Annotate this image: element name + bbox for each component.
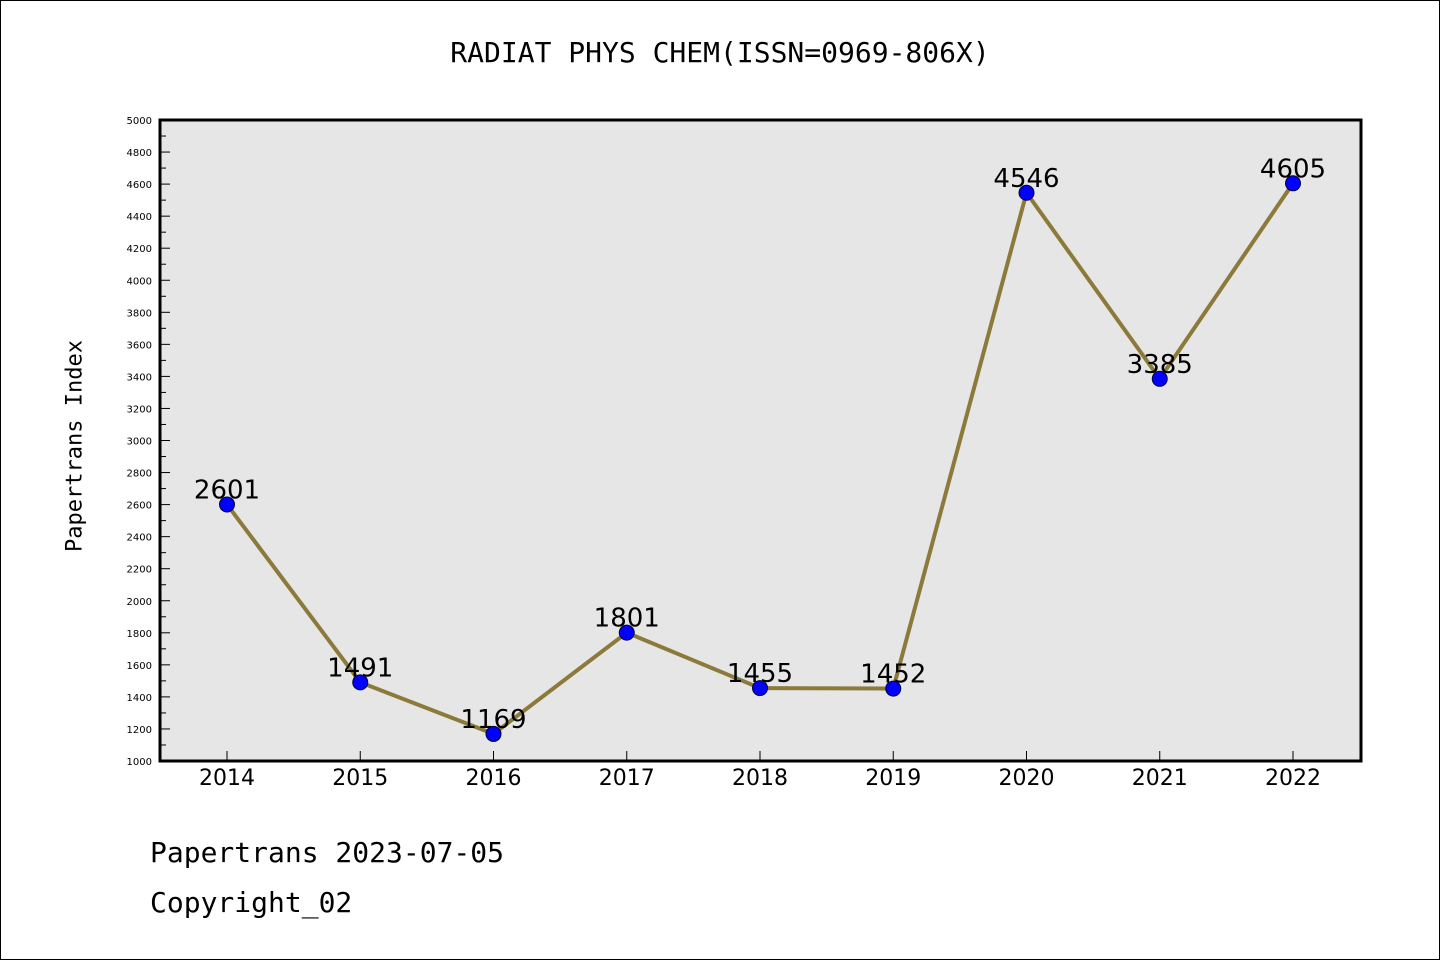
data-point	[618, 624, 635, 641]
data-point	[1018, 184, 1035, 201]
x-axis: 2014 2015 2016 2017 2018 2019 2020 2021 2022	[199, 751, 1321, 791]
data-point	[352, 674, 369, 691]
x-tick-label: 2020	[999, 766, 1055, 791]
y-tick-label: 2600	[127, 501, 152, 512]
y-tick-label: 2400	[127, 533, 152, 544]
series-layer	[219, 175, 1301, 742]
data-point	[752, 680, 768, 697]
data-label: 1801	[594, 604, 660, 634]
data-point	[485, 725, 502, 742]
data-label: 4546	[993, 164, 1059, 194]
plot-border	[158, 118, 1363, 763]
y-tick-label: 1200	[127, 725, 152, 736]
y-tick-label: 4400	[127, 212, 152, 223]
y-tick-label: 2200	[127, 565, 152, 576]
y-tick-label: 3000	[127, 437, 152, 448]
x-tick-label: 2022	[1265, 766, 1321, 791]
y-tick-label: 2000	[127, 597, 152, 608]
data-point	[219, 496, 235, 513]
y-tick-label: 4600	[127, 180, 152, 191]
y-tick-label: 1400	[127, 693, 152, 704]
x-tick-label: 2016	[466, 766, 522, 791]
data-point	[1285, 175, 1301, 192]
y-tick-label: 3800	[127, 308, 152, 319]
y-tick-label: 4000	[127, 276, 152, 287]
x-tick-label: 2018	[732, 766, 788, 791]
footer-copyright: Copyright_02	[150, 886, 353, 919]
y-tick-label: 3600	[127, 340, 152, 351]
y-tick-label: 3200	[127, 404, 152, 415]
x-tick-label: 2021	[1132, 766, 1188, 791]
x-tick-label: 2015	[332, 766, 388, 791]
data-label: 1491	[327, 653, 393, 683]
data-label: 3385	[1127, 350, 1193, 380]
x-tick-label: 2014	[199, 766, 255, 791]
footer-date: Papertrans 2023-07-05	[150, 836, 505, 869]
data-label: 1455	[727, 659, 793, 689]
data-label: 2601	[194, 475, 260, 505]
y-axis: 1000 1200 1400 1600 1800 2000 2200 2400 2600 2800…	[127, 116, 170, 768]
y-tick-label: 1600	[127, 661, 152, 672]
x-tick-label: 2017	[599, 766, 655, 791]
data-label: 1452	[860, 660, 926, 690]
y-tick-label: 4800	[127, 148, 152, 159]
y-tick-label: 2800	[127, 469, 152, 480]
data-point	[885, 680, 902, 697]
plot-area	[160, 120, 1361, 761]
chart-title: RADIAT PHYS CHEM(ISSN=0969-806X)	[450, 36, 990, 69]
x-tick-label: 2019	[865, 766, 921, 791]
y-tick-label: 1800	[127, 629, 152, 640]
data-label: 4605	[1260, 154, 1326, 184]
data-label: 1169	[460, 705, 526, 735]
data-point	[1151, 370, 1168, 387]
y-tick-label: 5000	[127, 116, 152, 127]
y-tick-label: 4200	[127, 244, 152, 255]
data-labels: 2601 1491 1169 1801 1455 1452 4546 3385 4605	[194, 154, 1326, 735]
y-tick-label: 1000	[127, 757, 152, 768]
y-tick-label: 3400	[127, 372, 152, 383]
